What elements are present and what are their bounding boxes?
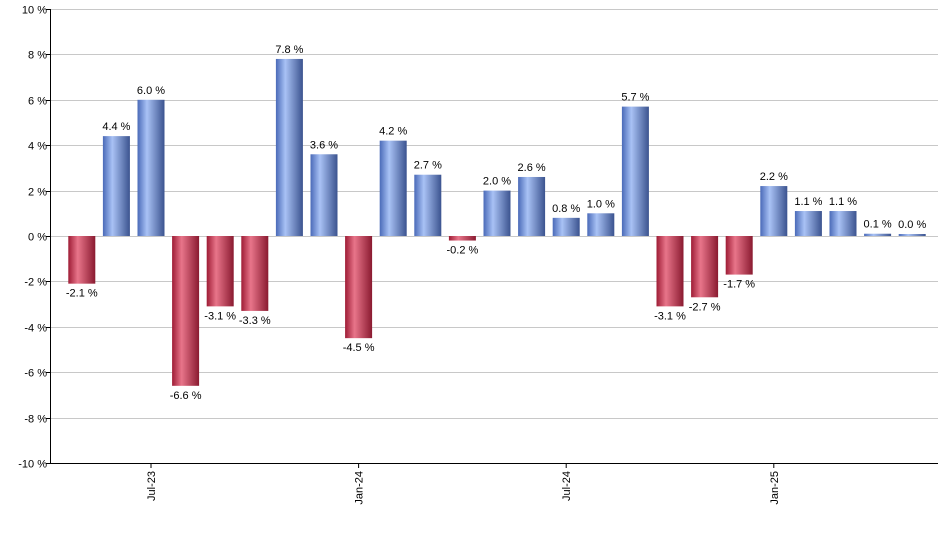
bar-value-label: 1.1 %	[794, 196, 822, 208]
bar	[172, 236, 200, 386]
bar-value-label: 2.6 %	[518, 162, 546, 174]
y-axis-tick-labels: 10 % 8 % 6 % 4 % 2 % 0 % -2 % -4 % -6 % -8 % -10 %	[18, 5, 50, 471]
y-tick-label: -4 %	[24, 323, 47, 335]
bar	[725, 236, 753, 275]
bar	[414, 174, 442, 236]
bar	[379, 140, 407, 236]
x-tick-label: Jul-23	[146, 471, 158, 501]
y-tick-label: 0 %	[28, 232, 47, 244]
y-tick-label: -6 %	[24, 368, 47, 380]
x-axis-tick-labels: Jul-23 Jan-24 Jul-24 Jan-25	[146, 463, 781, 505]
y-tick-label: -2 %	[24, 277, 47, 289]
bar-value-label: 1.1 %	[829, 196, 857, 208]
bar-value-label: 2.0 %	[483, 176, 511, 188]
bar-value-label: 0.0 %	[898, 219, 926, 231]
bar-value-label: -3.1 %	[654, 310, 686, 322]
bar-value-label: -2.1 %	[66, 288, 98, 300]
bar	[518, 176, 546, 236]
bar-value-label: 0.1 %	[864, 219, 892, 231]
bar-value-label: 0.8 %	[552, 203, 580, 215]
bar-value-label: -1.7 %	[723, 279, 755, 291]
bar	[552, 217, 580, 236]
bar-value-label: -3.1 %	[204, 310, 236, 322]
bar-value-label: 6.0 %	[137, 85, 165, 97]
y-tick-label: 6 %	[28, 96, 47, 108]
bar-value-label: 2.7 %	[414, 160, 442, 172]
bar-value-label: -3.3 %	[239, 315, 271, 327]
x-tick-label: Jan-25	[769, 471, 781, 505]
bar	[621, 106, 649, 236]
bar	[898, 234, 926, 236]
bars	[68, 58, 926, 386]
bar	[656, 236, 684, 307]
y-tick-label: 2 %	[28, 187, 47, 199]
bar-value-labels: -2.1 %4.4 %6.0 %-6.6 %-3.1 % -3.3 %7.8 %3…	[66, 44, 927, 402]
bar	[345, 236, 373, 339]
bar-value-label: 3.6 %	[310, 139, 338, 151]
bar	[275, 58, 303, 236]
x-tick-label: Jul-24	[561, 471, 573, 501]
bar	[241, 236, 269, 311]
bar-value-label: 2.2 %	[760, 171, 788, 183]
bar-value-label: 4.4 %	[102, 121, 130, 133]
bar-value-label: -6.6 %	[170, 390, 202, 402]
y-tick-label: -8 %	[24, 414, 47, 426]
y-tick-label: 10 %	[22, 5, 47, 17]
bar	[760, 186, 788, 236]
bar	[864, 233, 892, 236]
y-tick-label: 8 %	[28, 50, 47, 62]
bar	[137, 99, 165, 236]
bar	[794, 211, 822, 236]
bar	[448, 236, 476, 241]
bar	[68, 236, 96, 284]
axes	[50, 9, 938, 464]
bar-value-label: -4.5 %	[343, 342, 375, 354]
bar	[206, 236, 234, 307]
y-tick-label: -10 %	[18, 459, 47, 471]
bar-value-label: -0.2 %	[447, 245, 479, 257]
bar	[691, 236, 719, 298]
bar	[102, 136, 130, 236]
bar-value-label: 7.8 %	[275, 44, 303, 56]
bar	[829, 211, 857, 236]
bar-value-label: 1.0 %	[587, 198, 615, 210]
bar	[587, 213, 615, 236]
bar	[310, 154, 338, 236]
bar	[483, 190, 511, 236]
bar-value-label: 4.2 %	[379, 126, 407, 138]
bar-value-label: -2.7 %	[689, 301, 721, 313]
x-tick-label: Jan-24	[354, 471, 366, 505]
y-tick-label: 4 %	[28, 141, 47, 153]
bar-value-label: 5.7 %	[621, 92, 649, 104]
